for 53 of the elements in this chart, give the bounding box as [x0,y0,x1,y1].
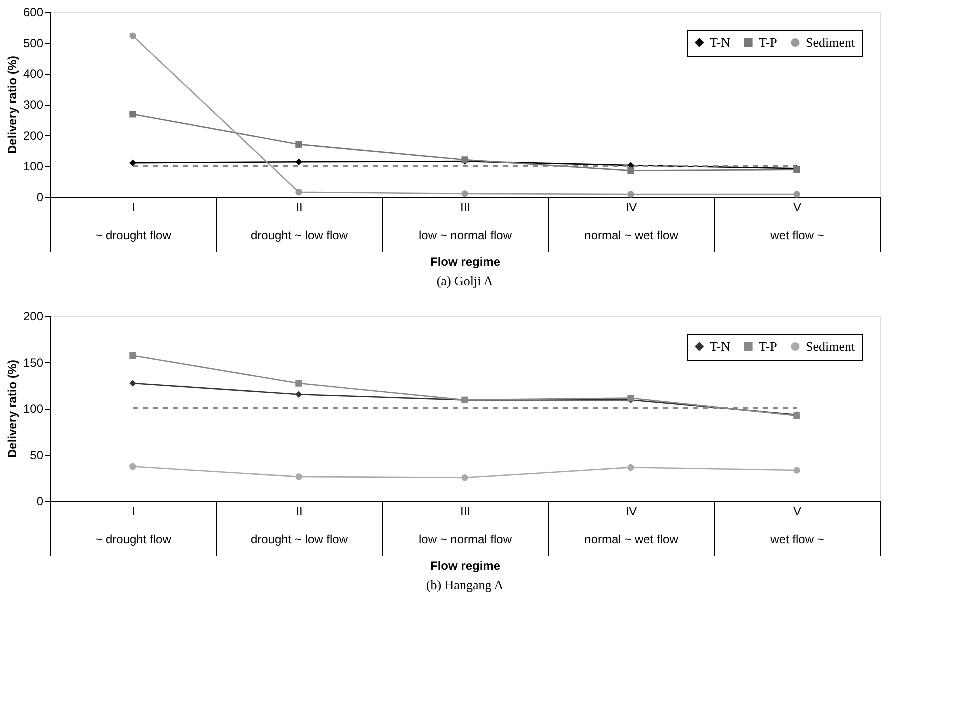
y-tick-label: 500 [23,36,44,50]
x-tick-label: V wet flow ~ [770,504,824,546]
y-tick-label: 200 [23,310,44,324]
x-axis-title: Flow regime [430,559,501,573]
legend-label: T-N [710,34,732,50]
point [296,380,302,387]
point [130,352,136,360]
x-tick-label: II drought ~ low flow [250,200,348,242]
point [794,467,800,474]
x-tick-label: V wet flow ~ [770,200,824,242]
legend-label: Sediment [806,34,856,50]
point [296,391,302,398]
point [296,474,302,480]
point [130,160,136,166]
point [130,32,136,40]
legend-label: T-P [759,338,778,354]
x-tick-label: III low ~ normal flow [418,504,512,546]
point [296,158,302,166]
x-tick-label: IV normal ~ wet flow [584,200,679,242]
y-axis-title: Delivery ratio (%) [5,360,20,458]
text: (a) Golji A [436,274,494,288]
point [628,464,634,472]
x-tick-label: II drought ~ low flow [250,504,348,546]
y-tick-label: 100 [23,160,44,174]
y-axis-title: Delivery ratio (%) [5,56,20,154]
point [462,190,468,198]
x-tick-label: III low ~ normal flow [418,200,512,242]
y-tick-label: 0 [36,494,44,508]
text: (b) Hangang A [426,578,504,592]
point [628,167,634,174]
y-tick-label: 400 [23,67,44,82]
point [296,189,302,196]
point [794,191,800,198]
point [130,380,136,387]
y-tick-label: 200 [23,128,44,143]
y-tick-label: 150 [23,356,44,370]
point [296,141,302,148]
x-axis-title: Flow regime [430,255,501,269]
point [130,463,136,470]
y-tick-label: 600 [23,6,44,20]
point [462,474,468,482]
y-tick-label: 50 [30,448,44,462]
legend-label: T-P [759,34,778,50]
x-tick-label: IV normal ~ wet flow [584,504,679,546]
x-tick-label: I ~ drought flow [96,504,172,546]
x-tick-label: I ~ drought flow [96,200,172,242]
y-tick-label: 300 [23,98,44,112]
legend-label: Sediment [806,338,856,354]
point [130,111,136,118]
y-tick-label: 0 [36,190,44,204]
point [628,191,634,198]
y-tick-label: 100 [23,402,44,416]
legend-label: T-N [710,338,732,354]
